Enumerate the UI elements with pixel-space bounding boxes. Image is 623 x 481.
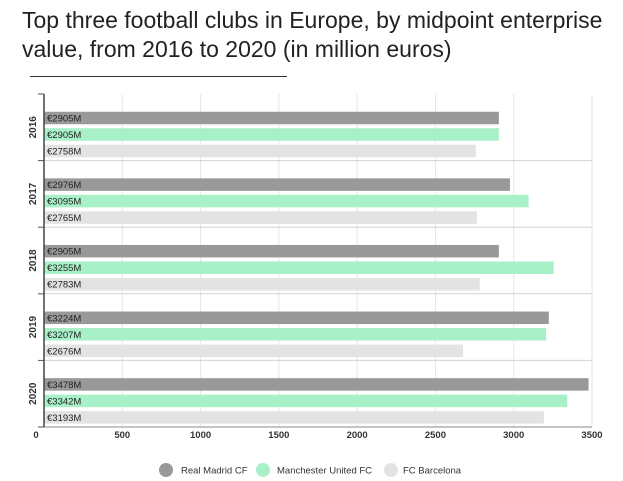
bar <box>44 378 589 391</box>
x-tick-label: 500 <box>114 430 130 441</box>
x-tick-label: 1000 <box>190 430 211 441</box>
x-tick-label: 3500 <box>581 430 602 441</box>
bar-value-label: €2905M <box>47 130 81 141</box>
category-label: 2018 <box>28 249 39 272</box>
bar <box>44 144 476 158</box>
bar-value-label: €2783M <box>47 280 81 291</box>
bar-value-label: €2765M <box>47 213 81 224</box>
bars: €2905M €2905M €2758M €2976M €3095M €2765M €290… <box>44 111 589 424</box>
bar <box>44 328 547 341</box>
bar-value-label: €3255M <box>47 263 81 274</box>
legend-swatch <box>384 463 398 477</box>
x-tick-label: 3000 <box>503 430 524 441</box>
x-tick-label: 0 <box>33 430 38 441</box>
bar-value-label: €3095M <box>47 197 81 208</box>
bar <box>44 111 499 125</box>
bar-value-label: €2676M <box>47 346 81 357</box>
bar <box>44 344 463 358</box>
legend-label: Manchester United FC <box>277 466 372 477</box>
bar-value-label: €2758M <box>47 147 81 158</box>
axes: 2016 2017 2018 2019 2020 0 500 1000 1500 2000 2500… <box>28 93 603 441</box>
grid-lines <box>44 94 593 427</box>
bar <box>44 311 549 325</box>
bar <box>44 128 499 141</box>
bar-value-label: €3193M <box>47 413 81 424</box>
bar-value-label: €3224M <box>47 313 81 324</box>
legend: Real Madrid CF Manchester United FC FC Bar… <box>159 463 462 477</box>
x-tick-label: 2000 <box>347 430 368 441</box>
bar-value-label: €3478M <box>47 380 81 391</box>
category-label: 2019 <box>28 316 39 339</box>
bar <box>44 394 568 408</box>
legend-label: FC Barcelona <box>403 466 462 477</box>
bar-value-label: €2976M <box>47 180 81 191</box>
x-tick-label: 1500 <box>268 430 289 441</box>
bar <box>44 277 480 291</box>
category-label: 2017 <box>28 182 39 205</box>
bar-value-label: €2905M <box>47 247 81 258</box>
legend-swatch <box>159 463 173 477</box>
bar-value-label: €2905M <box>47 114 81 125</box>
bar <box>44 211 477 224</box>
chart-title: Top three football clubs in Europe, by m… <box>22 7 603 62</box>
bar <box>44 244 499 258</box>
title-underline <box>30 76 287 77</box>
bar-value-label: €3342M <box>47 396 81 407</box>
category-label: 2020 <box>28 382 39 405</box>
bar <box>44 178 510 191</box>
bar-value-label: €3207M <box>47 330 81 341</box>
x-tick-label: 2500 <box>425 430 446 441</box>
bar <box>44 261 554 274</box>
bar <box>44 411 544 424</box>
category-label: 2016 <box>28 116 39 139</box>
legend-swatch <box>256 463 270 477</box>
legend-label: Real Madrid CF <box>181 466 248 477</box>
bar <box>44 194 529 208</box>
